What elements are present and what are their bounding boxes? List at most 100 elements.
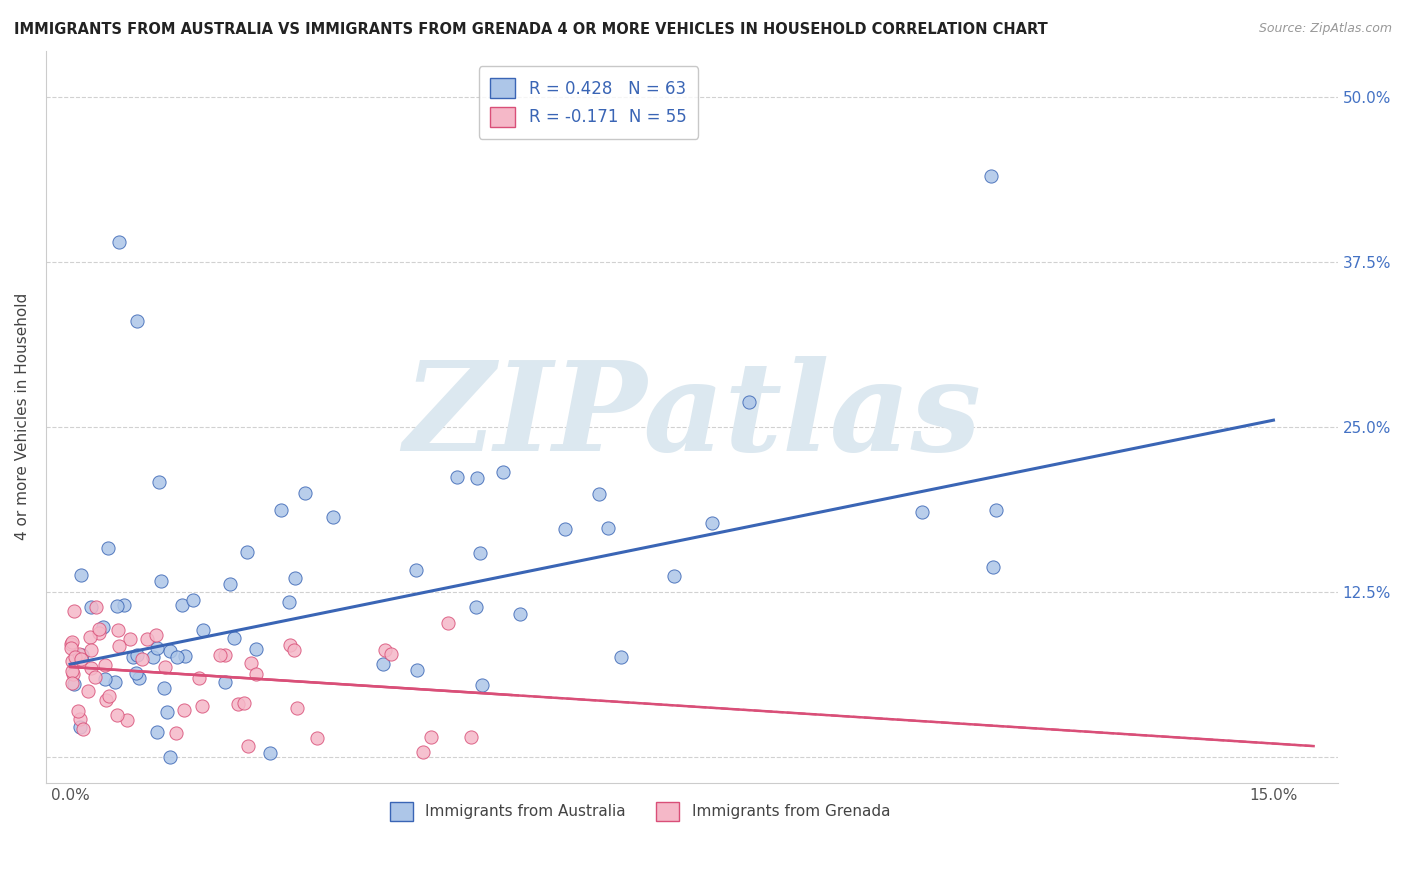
Point (60, 676, 83, 690)
Point (63, 650, 86, 665)
Point (152, 681, 174, 695)
Point (108, 235, 131, 249)
Point (105, 708, 128, 723)
Point (87, 622, 110, 636)
Point (283, 643, 305, 657)
Point (224, 631, 246, 645)
Point (322, 509, 344, 524)
Point (188, 671, 211, 685)
Point (554, 522, 576, 536)
Point (226, 698, 249, 712)
Point (259, 746, 281, 760)
Point (145, 628, 167, 642)
Point (72, 722, 94, 736)
Point (59, 637, 82, 651)
Point (108, 639, 131, 653)
Point (209, 648, 232, 663)
Point (69, 568, 91, 582)
Point (117, 713, 139, 727)
Point (181, 592, 204, 607)
Point (70, 651, 93, 665)
Point (465, 599, 488, 614)
Point (142, 650, 165, 665)
Point (79, 630, 101, 644)
Point (83, 670, 105, 684)
Point (191, 623, 214, 637)
Point (911, 505, 934, 519)
Point (980, 169, 1002, 183)
Point (981, 559, 1004, 574)
Point (153, 659, 176, 673)
Point (59, 640, 82, 655)
Point (148, 475, 170, 490)
Point (470, 546, 492, 560)
Point (79, 599, 101, 614)
Point (610, 649, 633, 664)
Point (156, 705, 179, 719)
Point (235, 545, 257, 559)
Point (437, 615, 460, 630)
Point (238, 739, 260, 753)
Point (986, 502, 1008, 516)
Point (471, 678, 494, 692)
Point (135, 632, 157, 647)
Point (67, 647, 90, 661)
Point (159, 644, 181, 658)
Point (114, 598, 136, 612)
Point (62, 666, 84, 681)
Point (420, 731, 443, 745)
Point (62, 677, 84, 691)
Point (214, 674, 236, 689)
Point (277, 594, 299, 608)
Point (285, 701, 308, 715)
Point (91, 620, 114, 634)
Point (305, 731, 328, 746)
Point (465, 471, 488, 485)
Point (159, 749, 181, 764)
Point (245, 666, 267, 681)
Point (131, 652, 153, 666)
Text: ZIPatlas: ZIPatlas (402, 356, 981, 477)
Point (380, 647, 402, 661)
Point (76, 684, 98, 698)
Point (104, 674, 127, 689)
Point (702, 516, 724, 530)
Point (166, 649, 188, 664)
Point (120, 632, 142, 647)
Point (97, 541, 120, 555)
Point (284, 571, 307, 585)
Point (70, 648, 93, 662)
Point (664, 569, 686, 583)
Point (173, 649, 195, 664)
Point (84, 600, 107, 615)
Point (146, 640, 169, 655)
Point (405, 563, 427, 577)
Point (60, 665, 83, 679)
Point (191, 699, 214, 714)
Point (105, 599, 128, 613)
Point (69, 720, 91, 734)
Point (125, 648, 148, 662)
Point (128, 671, 150, 685)
Point (412, 746, 434, 760)
Point (173, 702, 195, 716)
Point (214, 648, 236, 662)
Point (127, 314, 149, 328)
Text: Source: ZipAtlas.com: Source: ZipAtlas.com (1258, 22, 1392, 36)
Point (460, 730, 482, 744)
Point (150, 574, 173, 588)
Point (446, 470, 468, 484)
Point (67, 704, 90, 718)
Point (98, 690, 121, 704)
Point (294, 486, 316, 500)
Point (233, 696, 256, 710)
Point (94, 658, 117, 673)
Point (509, 607, 531, 622)
Point (146, 725, 169, 739)
Point (374, 643, 396, 657)
Point (371, 657, 394, 671)
Point (125, 665, 148, 680)
Point (60, 635, 83, 649)
Point (596, 521, 619, 535)
Point (492, 465, 515, 479)
